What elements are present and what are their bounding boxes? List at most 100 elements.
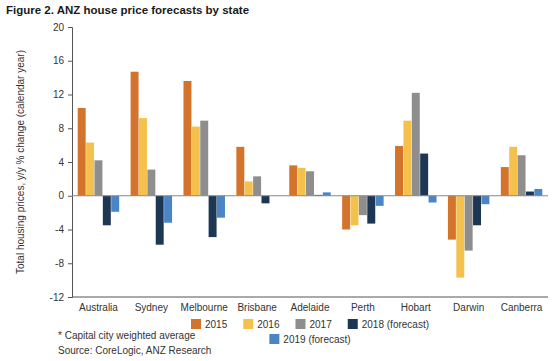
x-tick-label: Sydney (135, 302, 168, 313)
bar (298, 168, 306, 196)
bar (78, 108, 86, 196)
y-tick-label: 12 (53, 89, 65, 100)
title: Figure 2. ANZ house price forecasts by s… (6, 4, 249, 16)
bar (209, 196, 217, 237)
footnote: * Capital city weighted average (58, 330, 196, 341)
bar (323, 192, 331, 195)
zero-line (72, 195, 548, 196)
bar (86, 143, 94, 196)
legend-item: 2017 (295, 319, 332, 330)
bar (94, 160, 102, 195)
bar (236, 147, 244, 196)
bar (183, 81, 191, 196)
bar (367, 196, 375, 224)
x-tick-label: Canberra (501, 302, 543, 313)
y-tick: 20 (53, 22, 72, 33)
y-tick-mark (68, 61, 72, 62)
bar (103, 196, 111, 226)
legend-swatch (295, 319, 305, 329)
bar (359, 196, 367, 215)
legend: 2015 2016 2017 2018 (forecast) 2019 (forecas… (191, 319, 429, 345)
y-axis: -12 -8 -4 0 4 8 12 16 20 (50, 22, 73, 303)
bar (139, 118, 147, 196)
legend-item: 2018 (forecast) (348, 319, 429, 330)
y-tick: 16 (53, 55, 72, 66)
x-tick-label: Brisbane (237, 302, 277, 313)
y-tick: 4 (58, 157, 72, 168)
y-tick-label: -4 (55, 224, 64, 235)
y-tick: 0 (58, 190, 72, 201)
bar (403, 121, 411, 196)
x-tick-label: Hobart (401, 302, 431, 313)
x-axis-line (72, 297, 548, 298)
series (103, 154, 534, 245)
bar (245, 181, 253, 195)
y-tick-mark (68, 128, 72, 129)
series (94, 93, 525, 251)
y-tick-label: 8 (58, 123, 64, 134)
legend-label: 2015 (205, 319, 228, 330)
legend-swatch (348, 319, 358, 329)
bar (131, 72, 139, 196)
x-tick-label: Adelaide (291, 302, 330, 313)
x-tick-label: Darwin (453, 302, 484, 313)
y-axis-title: Total housing prices, y/y % change (cale… (15, 50, 26, 274)
bar (306, 171, 314, 195)
footnote: Source: CoreLogic, ANZ Research (58, 345, 211, 356)
y-tick-label: -12 (50, 292, 65, 303)
y-tick-label: 0 (58, 190, 64, 201)
legend-label: 2019 (forecast) (283, 334, 350, 345)
bar (534, 189, 542, 196)
bar (501, 167, 509, 196)
y-axis-line (68, 28, 73, 298)
x-tick-label: Melbourne (181, 302, 229, 313)
bar (412, 93, 420, 196)
legend-label: 2017 (309, 319, 332, 330)
bar (429, 196, 437, 203)
legend-item: 2016 (243, 319, 280, 330)
y-tick-label: 16 (53, 55, 65, 66)
bar (217, 196, 225, 218)
legend-item: 2015 (191, 319, 228, 330)
y-tick: 8 (58, 123, 72, 134)
bar (192, 127, 200, 196)
y-tick-label: 4 (58, 157, 64, 168)
bar (164, 196, 172, 223)
bar (253, 176, 261, 195)
y-tick-label: -8 (55, 258, 64, 269)
bar (456, 196, 464, 278)
bar (147, 170, 155, 196)
series (111, 189, 542, 223)
bar (111, 196, 119, 212)
legend-swatch (191, 319, 201, 329)
bar (156, 196, 164, 245)
bar (420, 154, 428, 196)
bar (376, 196, 384, 206)
legend-label: 2018 (forecast) (362, 319, 429, 330)
legend-label: 2016 (257, 319, 280, 330)
bar (395, 146, 403, 196)
bar (465, 196, 473, 251)
legend-item: 2019 (forecast) (269, 334, 350, 345)
x-tick-label: Perth (351, 302, 375, 313)
series (78, 72, 509, 240)
bar (262, 196, 270, 204)
bar (473, 196, 481, 226)
y-tick: -4 (55, 224, 72, 235)
y-tick: -12 (50, 292, 72, 303)
bar (509, 147, 517, 196)
y-tick-mark (68, 162, 72, 163)
bar (448, 196, 456, 240)
bar (342, 196, 350, 230)
bar (518, 155, 526, 196)
bars (78, 72, 543, 278)
x-tick-label: Australia (79, 302, 118, 313)
bar (526, 192, 534, 196)
legend-swatch (243, 319, 253, 329)
y-tick-mark (68, 297, 72, 298)
y-tick-mark (68, 95, 72, 96)
y-tick-mark (68, 196, 72, 197)
y-tick-mark (68, 263, 72, 264)
y-tick-mark (68, 27, 72, 28)
series (86, 118, 517, 277)
